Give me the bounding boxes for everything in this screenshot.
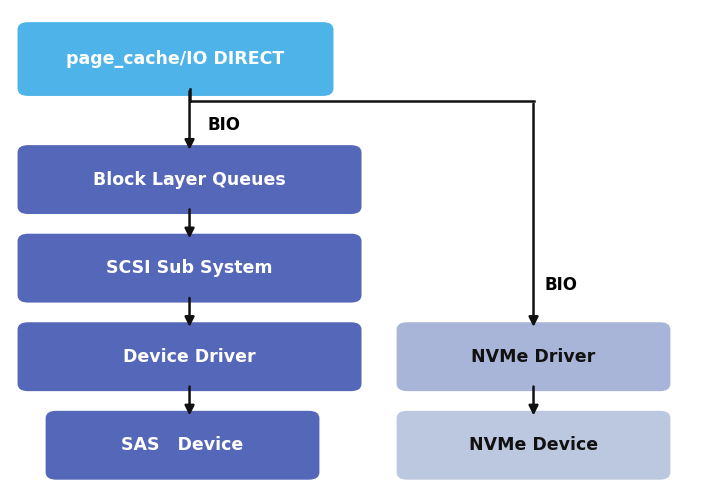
Text: NVMe Driver: NVMe Driver (472, 348, 595, 366)
Text: Device Driver: Device Driver (124, 348, 256, 366)
Text: SAS   Device: SAS Device (121, 436, 244, 454)
Text: page_cache/IO DIRECT: page_cache/IO DIRECT (67, 50, 284, 68)
FancyBboxPatch shape (397, 411, 670, 480)
FancyBboxPatch shape (18, 234, 362, 303)
Text: NVMe Device: NVMe Device (469, 436, 598, 454)
Text: BIO: BIO (544, 277, 577, 294)
Text: Block Layer Queues: Block Layer Queues (93, 171, 286, 188)
FancyBboxPatch shape (18, 22, 333, 96)
FancyBboxPatch shape (18, 322, 362, 391)
FancyBboxPatch shape (46, 411, 319, 480)
Text: SCSI Sub System: SCSI Sub System (106, 259, 273, 277)
FancyBboxPatch shape (18, 145, 362, 214)
FancyBboxPatch shape (397, 322, 670, 391)
Text: BIO: BIO (207, 117, 240, 134)
